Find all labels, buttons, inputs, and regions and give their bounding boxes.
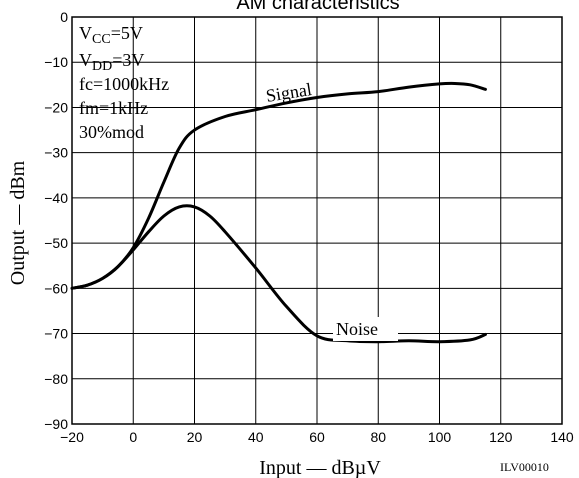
chart-title: AM characteristics	[236, 0, 399, 14]
series-label-noise: Noise	[336, 319, 378, 339]
condition-mod: 30%mod	[79, 122, 144, 142]
x-tick-label: −20	[60, 429, 84, 445]
x-tick-label: 0	[129, 429, 137, 445]
x-tick-label: 40	[248, 429, 264, 445]
condition-fm: fm=1kHz	[79, 98, 148, 118]
y-tick-label: −10	[44, 54, 68, 70]
vcc-value: =5V	[111, 23, 143, 43]
y-tick-labels: 0 −10 −20 −30 −40 −50 −60 −70 −80 −90	[44, 9, 68, 432]
vcc-subscript: CC	[92, 32, 111, 47]
x-tick-label: 100	[428, 429, 452, 445]
figure-code: ILV00010	[500, 460, 549, 474]
y-tick-label: −70	[44, 326, 68, 342]
noise-label-background	[333, 317, 398, 341]
y-tick-label: −90	[44, 416, 68, 432]
x-tick-labels: −20 0 20 40 60 80 100 120 140	[60, 429, 574, 445]
plot-frame	[71, 16, 563, 425]
y-tick-label: −40	[44, 190, 68, 206]
series-label-signal: Signal	[264, 79, 313, 106]
y-tick-label: −20	[44, 99, 68, 115]
condition-vdd: VDD=3V	[79, 50, 144, 74]
series-lines	[70, 81, 487, 344]
x-tick-label: 20	[187, 429, 203, 445]
x-tick-label: 140	[550, 429, 574, 445]
vdd-symbol: V	[79, 50, 92, 70]
x-tick-label: 60	[309, 429, 325, 445]
y-tick-label: −30	[44, 145, 68, 161]
vdd-subscript: DD	[92, 59, 112, 74]
y-tick-label: −80	[44, 371, 68, 387]
y-tick-label: 0	[60, 9, 68, 25]
x-axis-label: Input — dBµV	[259, 457, 381, 478]
x-tick-label: 80	[370, 429, 386, 445]
y-tick-label: −50	[44, 235, 68, 251]
series-line-noise	[70, 204, 487, 344]
conditions-annotation: VCC=5V VDD=3V fc=1000kHz fm=1kHz 30%mod	[79, 23, 169, 142]
vdd-value: =3V	[112, 50, 144, 70]
y-axis-label: Output — dBm	[7, 160, 29, 285]
grid-lines	[71, 16, 563, 425]
condition-vcc: VCC=5V	[79, 23, 143, 47]
condition-fc: fc=1000kHz	[79, 74, 169, 94]
y-tick-label: −60	[44, 280, 68, 296]
x-tick-label: 120	[489, 429, 513, 445]
vcc-symbol: V	[79, 23, 92, 43]
